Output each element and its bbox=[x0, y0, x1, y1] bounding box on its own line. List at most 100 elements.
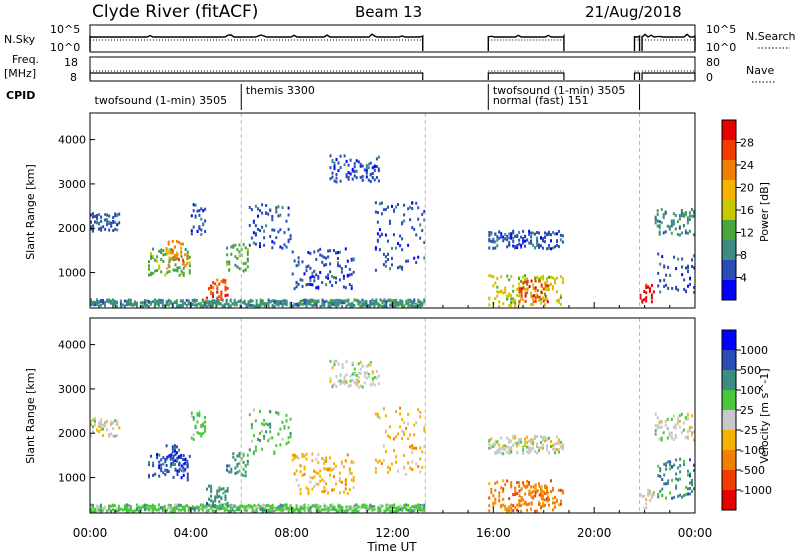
data-cell-1254 bbox=[557, 245, 560, 249]
data-cell-445 bbox=[369, 300, 372, 304]
data-cell-1509 bbox=[684, 211, 687, 215]
data-cell-757 bbox=[222, 280, 225, 284]
data-cell-313 bbox=[279, 508, 282, 512]
data-cell-625 bbox=[164, 460, 167, 464]
data-cell-1343 bbox=[528, 502, 531, 506]
data-cell-589 bbox=[116, 228, 119, 232]
xtick-label-0: 00:00 bbox=[73, 526, 108, 540]
data-cell-1513 bbox=[682, 428, 685, 432]
data-cell-829 bbox=[263, 236, 266, 240]
data-cell-1048 bbox=[371, 382, 374, 386]
data-cell-773 bbox=[228, 470, 231, 474]
data-cell-776 bbox=[230, 467, 233, 471]
data-cell-841 bbox=[271, 218, 274, 222]
nsky-trace-1 bbox=[487, 33, 565, 51]
data-cell-260 bbox=[253, 304, 256, 308]
data-cell-260 bbox=[249, 505, 252, 509]
data-cell-1371 bbox=[550, 282, 552, 286]
data-cell-669 bbox=[165, 247, 168, 251]
data-cell-1525 bbox=[688, 428, 691, 432]
data-cell-384 bbox=[335, 304, 338, 308]
data-cell-1515 bbox=[686, 216, 689, 220]
data-cell-732 bbox=[206, 298, 208, 302]
data-cell-945 bbox=[338, 491, 341, 495]
data-cell-873 bbox=[297, 483, 300, 487]
data-cell-221 bbox=[225, 301, 228, 305]
data-cell-1054 bbox=[374, 268, 377, 272]
data-cell-517 bbox=[405, 503, 408, 507]
data-cell-783 bbox=[236, 257, 239, 260]
nsky-tick-bottom: 10^0 bbox=[50, 41, 80, 54]
data-cell-128 bbox=[169, 508, 172, 511]
data-cell-1507 bbox=[676, 421, 679, 425]
data-cell-1027 bbox=[359, 360, 362, 364]
data-cell-681 bbox=[173, 449, 176, 453]
data-cell-641 bbox=[172, 256, 175, 259]
data-cell-1532 bbox=[659, 262, 662, 266]
data-cell-690 bbox=[178, 240, 180, 244]
data-cell-1213 bbox=[532, 243, 535, 247]
data-cell-1360 bbox=[544, 287, 546, 291]
data-cell-1427 bbox=[534, 486, 537, 490]
data-cell-1383 bbox=[552, 501, 554, 505]
data-cell-1040 bbox=[373, 168, 376, 172]
data-cell-359 bbox=[321, 303, 324, 307]
data-cell-1402 bbox=[524, 299, 527, 303]
data-cell-1442 bbox=[645, 283, 648, 287]
data-cell-1420 bbox=[536, 289, 539, 293]
data-cell-1517 bbox=[688, 214, 691, 218]
data-cell-944 bbox=[337, 263, 339, 267]
data-cell-907 bbox=[317, 471, 320, 475]
data-cell-195 bbox=[207, 503, 210, 507]
data-cell-1094 bbox=[401, 429, 404, 433]
data-cell-1029 bbox=[367, 166, 370, 170]
data-cell-985 bbox=[337, 379, 340, 383]
data-cell-373 bbox=[327, 301, 330, 305]
data-cell-159 bbox=[191, 298, 194, 302]
data-cell-1604 bbox=[693, 487, 695, 491]
data-cell-1046 bbox=[377, 169, 380, 173]
data-cell-482 bbox=[381, 504, 384, 508]
data-cell-890 bbox=[305, 486, 308, 490]
data-cell-1118 bbox=[411, 201, 414, 205]
data-cell-1218 bbox=[532, 442, 535, 446]
data-cell-767 bbox=[226, 253, 229, 257]
data-cell-1509 bbox=[678, 414, 681, 418]
data-cell-762 bbox=[224, 285, 227, 289]
data-cell-425 bbox=[359, 300, 362, 304]
data-cell-736 bbox=[210, 487, 213, 491]
data-cell-734 bbox=[208, 287, 210, 291]
data-cell-101 bbox=[155, 302, 158, 306]
nsky-frame bbox=[89, 24, 696, 53]
data-cell-1111 bbox=[407, 259, 410, 263]
data-cell-579 bbox=[106, 419, 109, 423]
data-cell-989 bbox=[339, 154, 342, 158]
data-cell-505 bbox=[397, 509, 400, 512]
data-cell-1162 bbox=[504, 237, 507, 241]
data-cell-312 bbox=[285, 299, 288, 303]
data-cell-1086 bbox=[395, 460, 397, 464]
data-cell-790 bbox=[238, 469, 241, 473]
data-cell-41 bbox=[113, 504, 116, 508]
data-cell-1372 bbox=[544, 503, 546, 507]
data-cell-1031 bbox=[361, 385, 364, 389]
data-cell-302 bbox=[281, 299, 284, 303]
data-cell-894 bbox=[307, 490, 310, 494]
data-cell-1108 bbox=[403, 213, 406, 217]
data-cell-1026 bbox=[359, 367, 362, 371]
data-cell-1269 bbox=[561, 443, 564, 447]
data-cell-810 bbox=[252, 231, 255, 235]
data-cell-258 bbox=[251, 299, 254, 303]
data-cell-70 bbox=[133, 302, 136, 306]
data-cell-1457 bbox=[647, 493, 650, 497]
data-cell-1256 bbox=[554, 442, 556, 446]
data-cell-1432 bbox=[538, 485, 541, 489]
data-cell-42 bbox=[113, 299, 116, 303]
data-cell-561 bbox=[100, 219, 103, 223]
data-cell-467 bbox=[371, 505, 374, 509]
data-cell-834 bbox=[265, 204, 268, 207]
data-cell-153 bbox=[183, 507, 186, 511]
data-cell-1526 bbox=[693, 211, 695, 215]
data-cell-527 bbox=[417, 298, 420, 302]
data-cell-1249 bbox=[550, 444, 552, 448]
